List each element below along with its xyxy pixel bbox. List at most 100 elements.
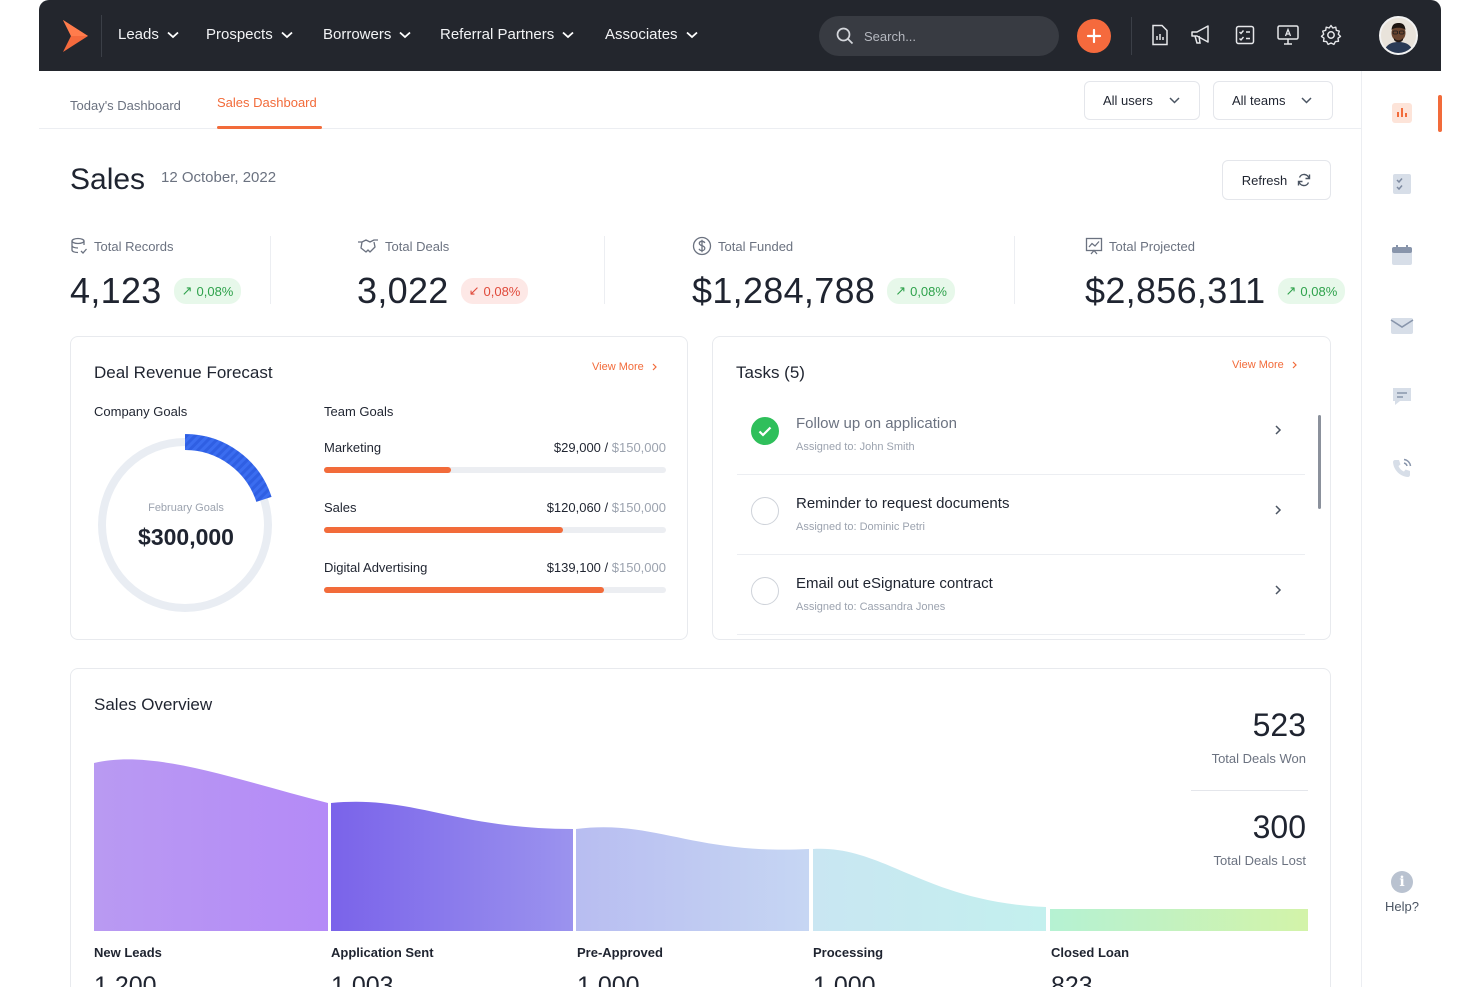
task-item[interactable]: Email out eSignature contract Assigned t… (737, 555, 1305, 635)
users-filter-dropdown[interactable]: All users (1084, 81, 1200, 120)
deals-won-value: 523 (1252, 707, 1306, 743)
user-avatar[interactable] (1379, 16, 1418, 55)
arrow-down-left-icon: ↙ (468, 283, 480, 298)
checklist-icon[interactable] (1390, 172, 1414, 196)
tasks-scrollbar[interactable] (1318, 415, 1321, 509)
goal-progress-fill (324, 527, 564, 533)
teams-filter-dropdown[interactable]: All teams (1213, 81, 1333, 120)
view-more-link[interactable]: View More (1232, 359, 1297, 371)
bar-chart-icon[interactable] (1390, 101, 1414, 125)
megaphone-icon[interactable] (1190, 23, 1214, 47)
goal-progress-track (324, 587, 666, 593)
checklist-icon[interactable] (1233, 23, 1257, 47)
stage-pre-approved: Pre-Approved 1,000 (577, 945, 663, 987)
kpi-label: Total Funded (718, 238, 794, 254)
view-more-label: View More (592, 361, 644, 373)
tab-sales-dashboard[interactable]: Sales Dashboard (217, 95, 317, 110)
goal-progress-fill (324, 587, 605, 593)
goal-target: $150,000 (611, 560, 666, 575)
gear-icon[interactable] (1319, 23, 1343, 47)
mail-icon[interactable] (1390, 314, 1414, 338)
search-input[interactable] (864, 28, 1044, 44)
add-new-button[interactable] (1077, 19, 1111, 53)
goal-target: $150,000 (611, 440, 666, 455)
nav-divider (1131, 17, 1132, 55)
stage-label: New Leads (94, 945, 162, 960)
goal-name: Digital Advertising (324, 560, 428, 575)
active-tab-indicator (217, 126, 322, 129)
chat-icon[interactable] (1390, 385, 1414, 409)
goal-donut-chart (98, 434, 272, 612)
deal-revenue-forecast-card: Deal Revenue Forecast View More Company … (70, 336, 688, 640)
goal-progress-fill (324, 467, 451, 473)
nav-prospects[interactable]: Prospects (206, 26, 293, 43)
calendar-icon[interactable] (1390, 243, 1414, 267)
task-item[interactable]: Follow up on application Assigned to: Jo… (737, 395, 1305, 475)
task-checkbox[interactable] (751, 497, 779, 525)
funnel-segment-closed-loan (1050, 909, 1308, 931)
chevron-down-icon (562, 31, 574, 38)
rail-active-indicator (1438, 95, 1442, 132)
stage-closed-loan: Closed Loan 823 (1051, 945, 1129, 987)
donut-progress-arc (184, 434, 272, 503)
arrow-up-right-icon: ↗ (181, 283, 193, 298)
kpi-total-deals: Total Deals 3,022 ↙ 0,08% (357, 236, 529, 312)
card-title: Sales Overview (94, 695, 213, 714)
help-label: Help? (1385, 899, 1419, 914)
page-title: Sales (70, 163, 146, 196)
presentation-icon[interactable] (1276, 23, 1300, 47)
page-date: 12 October, 2022 (161, 169, 277, 186)
chevron-down-icon (1169, 97, 1180, 104)
goal-current: $120,060 (546, 500, 601, 515)
chevron-down-icon (685, 31, 698, 38)
stage-value: 823 (1051, 972, 1093, 987)
kpi-label: Total Deals (385, 238, 450, 254)
chevron-down-icon (1301, 97, 1312, 104)
goal-target: $150,000 (611, 500, 666, 515)
view-more-link[interactable]: View More (592, 361, 657, 373)
kpi-label: Total Records (94, 238, 174, 254)
funnel-segment-pre-approved (576, 827, 809, 931)
task-assignee: Assigned to: Dominic Petri (796, 521, 925, 533)
nav-borrowers[interactable]: Borrowers (323, 26, 411, 43)
top-navbar: Leads Prospects Borrowers Referral Partn… (39, 0, 1441, 71)
phone-icon[interactable] (1390, 456, 1414, 480)
funnel-segment-application-sent (331, 801, 573, 931)
nav-leads[interactable]: Leads (118, 26, 179, 43)
change-badge: ↗ 0,08% (887, 278, 955, 304)
task-title: Email out eSignature contract (796, 575, 993, 592)
sales-funnel-chart (94, 759, 1308, 931)
card-title: Deal Revenue Forecast (94, 363, 273, 382)
nav-leads-label: Leads (118, 26, 159, 43)
stage-label: Processing (813, 945, 884, 960)
logo-icon[interactable] (61, 19, 89, 53)
kpi-divider (270, 236, 271, 304)
stage-value: 1,000 (577, 972, 640, 987)
goal-row-sales: Sales $120,060 / $150,000 (324, 500, 666, 533)
refresh-button[interactable]: Refresh (1222, 160, 1331, 200)
teams-filter-label: All teams (1232, 93, 1286, 108)
help-button[interactable]: i Help? (1362, 871, 1442, 914)
nav-divider (101, 15, 102, 57)
dollar-circle-icon (692, 236, 712, 256)
arrow-up-right-icon: ↗ (1285, 283, 1297, 298)
database-icon (71, 237, 87, 254)
kpi-total-records: Total Records 4,123 ↗ 0,08% (70, 236, 242, 312)
report-icon[interactable] (1148, 23, 1172, 47)
tab-todays-dashboard[interactable]: Today's Dashboard (70, 98, 181, 113)
task-checkbox[interactable] (751, 577, 779, 605)
goal-row-digital-advertising: Digital Advertising $139,100 / $150,000 (324, 560, 666, 593)
nav-referral-partners[interactable]: Referral Partners (440, 26, 574, 43)
goal-current: $139,100 (546, 560, 601, 575)
goal-row-marketing: Marketing $29,000 / $150,000 (324, 440, 666, 473)
chart-board-icon (1085, 237, 1103, 255)
stage-label: Pre-Approved (577, 945, 663, 960)
kpi-value: $2,856,311 (1085, 270, 1266, 311)
search-box[interactable] (819, 16, 1059, 56)
task-item[interactable]: Reminder to request documents Assigned t… (737, 475, 1305, 555)
users-filter-label: All users (1103, 93, 1153, 108)
chevron-down-icon (399, 31, 411, 38)
plus-icon (1086, 28, 1102, 44)
task-checkbox[interactable] (751, 417, 779, 445)
nav-associates[interactable]: Associates (605, 26, 698, 43)
